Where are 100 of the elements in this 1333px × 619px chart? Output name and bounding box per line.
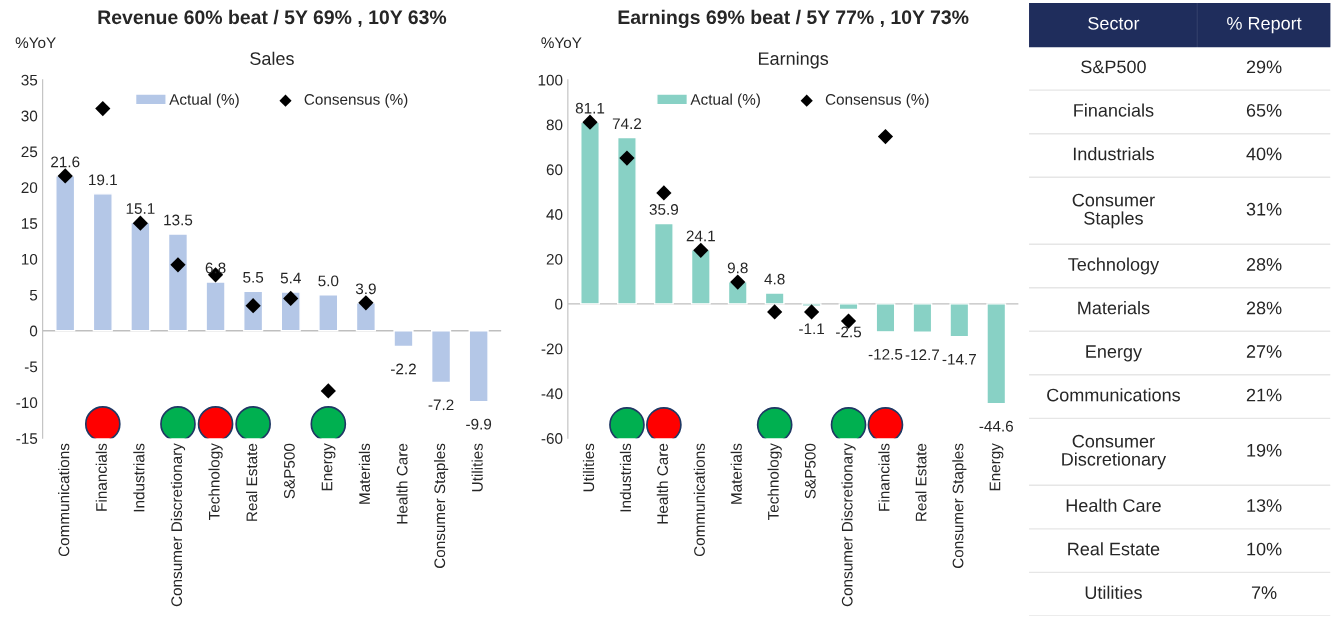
- x-tick-label: Real Estate: [915, 443, 927, 521]
- data-label: 5.5: [243, 272, 264, 283]
- data-label: 5.4: [280, 272, 301, 284]
- text: 7%: [1251, 586, 1277, 599]
- y-axis-title: %YoY: [15, 37, 56, 49]
- y-tick-label: 20: [546, 253, 563, 265]
- point: [310, 406, 347, 439]
- x-tick-label: Utilities: [471, 443, 483, 492]
- y-tick-label: -5: [24, 361, 38, 373]
- category-label: Technology: [1068, 257, 1160, 275]
- category-label: S&P500: [1081, 60, 1146, 74]
- x-tick-label: Financials: [878, 443, 890, 511]
- y-tick-label: -60: [541, 433, 563, 444]
- legend-label: Actual (%): [690, 93, 760, 108]
- data-label: -9.9: [466, 418, 492, 430]
- point: [646, 406, 682, 439]
- point: [656, 185, 672, 201]
- point: [170, 257, 186, 273]
- y-tick-label: 10: [21, 253, 38, 265]
- data-label: 4.8: [764, 273, 785, 285]
- point: [57, 168, 73, 184]
- point: [132, 215, 148, 231]
- x-tick-label: S&P500: [804, 443, 816, 499]
- point: [877, 128, 894, 145]
- bar: [430, 330, 452, 384]
- point: [830, 406, 867, 439]
- text: 29%: [1246, 60, 1282, 74]
- point: [84, 406, 121, 439]
- bar: [912, 303, 933, 333]
- data-label: -2.5: [836, 326, 862, 338]
- bar: [130, 221, 151, 332]
- category-label: Communications: [1047, 388, 1181, 402]
- category-label: Energy: [1086, 345, 1142, 362]
- y-tick-label: 100: [538, 74, 563, 86]
- bar: [617, 136, 637, 305]
- bar: [318, 294, 339, 332]
- x-tick-label: S&P500: [284, 443, 295, 499]
- x-tick-label: Consumer Staples: [952, 443, 967, 569]
- data-label: -2.2: [391, 363, 416, 375]
- point: [283, 290, 299, 307]
- y-tick-label: 40: [546, 209, 563, 220]
- y-tick-label: -15: [16, 433, 38, 444]
- point: [95, 100, 111, 117]
- x-tick-label: Technology: [767, 443, 782, 521]
- data-label: 74.2: [612, 118, 642, 129]
- x-tick-label: Health Care: [656, 443, 668, 524]
- y-tick-label: 25: [21, 146, 38, 158]
- data-label: 19.1: [89, 174, 117, 186]
- bar: [580, 121, 600, 305]
- point: [320, 383, 336, 399]
- bar: [764, 292, 785, 305]
- data-label: -14.7: [942, 354, 976, 365]
- x-tick-label: Materials: [730, 443, 742, 504]
- x-tick-label: Communications: [693, 443, 705, 557]
- y-tick-label: 0: [29, 325, 38, 337]
- bar: [875, 303, 896, 333]
- text: 27%: [1246, 345, 1282, 358]
- data-label: -44.6: [979, 420, 1013, 432]
- category-label: Financials: [1074, 103, 1154, 117]
- bar: [949, 303, 970, 338]
- data-label: 81.1: [575, 102, 605, 114]
- data-label: 9.8: [727, 262, 748, 274]
- data-label: 13.5: [164, 214, 193, 226]
- data-label: 3.9: [355, 283, 376, 295]
- legend-label: Consensus (%): [304, 93, 408, 108]
- y-tick-label: 30: [21, 110, 38, 122]
- y-tick-label: -20: [541, 343, 563, 355]
- y-tick-label: 60: [546, 164, 563, 176]
- text: 65%: [1246, 103, 1282, 117]
- x-tick-label: Industrials: [133, 443, 145, 512]
- bar: [92, 193, 113, 332]
- y-tick-label: 0: [555, 298, 563, 310]
- chart-subtitle: Earnings: [758, 51, 829, 69]
- category-label: Materials: [1078, 301, 1150, 315]
- y-tick-label: 80: [546, 119, 563, 131]
- data-label: -7.2: [428, 399, 454, 411]
- text: 21%: [1246, 388, 1282, 402]
- bar: [167, 233, 189, 332]
- category-label: Consumer Staples: [1072, 193, 1155, 229]
- point: [693, 242, 709, 258]
- y-tick-label: 15: [21, 218, 38, 229]
- text: 19%: [1247, 443, 1282, 457]
- data-label: 21.6: [51, 156, 80, 168]
- bar: [393, 330, 414, 348]
- text: 28%: [1246, 258, 1282, 271]
- data-label: -1.1: [799, 323, 825, 335]
- bar: [690, 249, 711, 305]
- x-tick-label: Utilities: [582, 443, 595, 492]
- x-tick-label: Technology: [208, 443, 223, 521]
- data-label: 15.1: [126, 203, 155, 214]
- point: [609, 406, 645, 439]
- text: 40%: [1246, 147, 1282, 161]
- x-tick-label: Consumer Discretionary: [841, 443, 856, 607]
- x-tick-label: Health Care: [396, 443, 408, 524]
- x-tick-label: Materials: [358, 443, 370, 504]
- x-tick-label: Consumer Staples: [433, 443, 449, 569]
- text: 28%: [1246, 301, 1282, 315]
- bar: [55, 175, 76, 332]
- point: [867, 406, 904, 439]
- point: [235, 406, 271, 439]
